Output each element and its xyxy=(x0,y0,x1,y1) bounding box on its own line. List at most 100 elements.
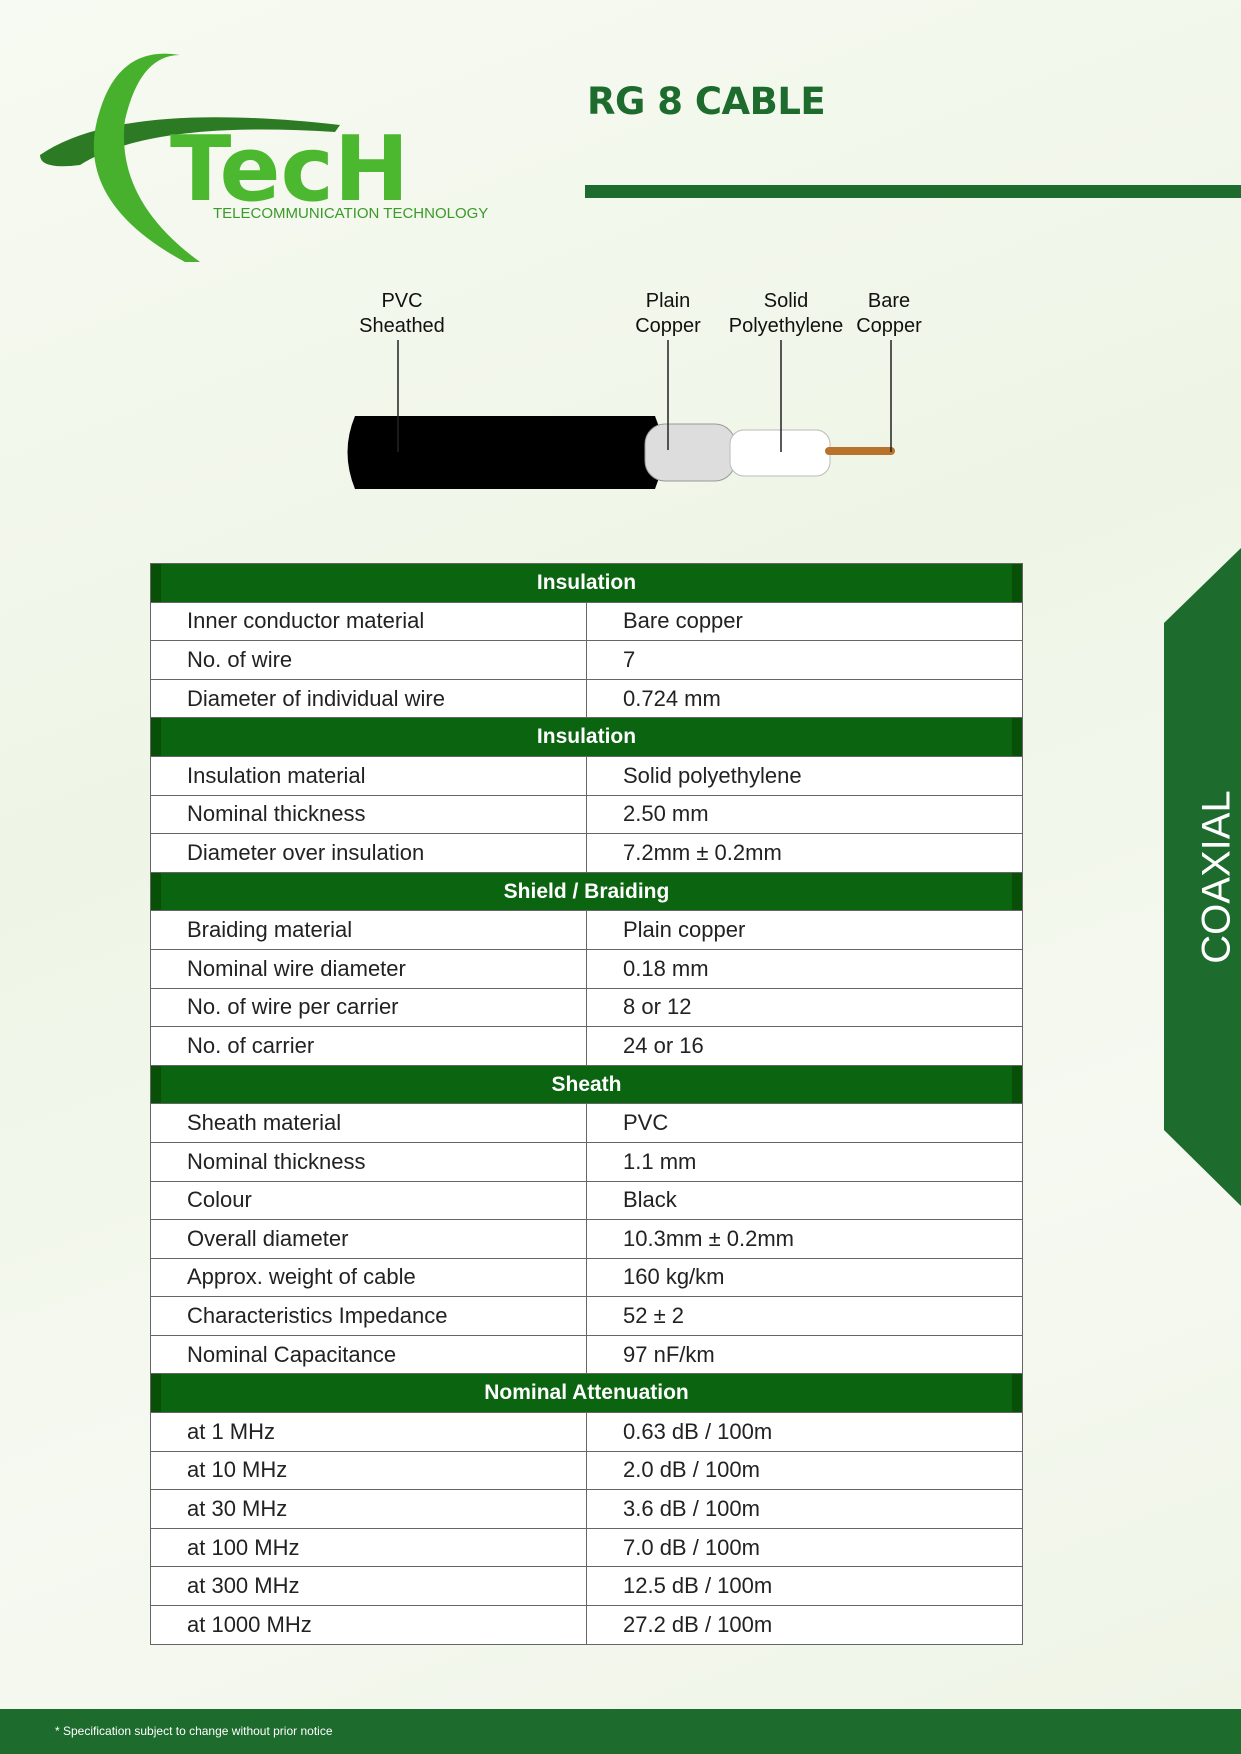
header-graphics: TecH TELECOMMUNICATION TECHNOLOGY PVC She… xyxy=(40,53,922,489)
section-title: Sheath xyxy=(150,1064,1023,1105)
spec-value: Black xyxy=(586,1180,1023,1221)
spec-name: Nominal thickness xyxy=(150,1141,587,1182)
spec-row: at 10 MHz 2.0 dB / 100m xyxy=(150,1450,1023,1491)
spec-value: 52 ± 2 xyxy=(586,1296,1023,1336)
spec-row: Approx. weight of cable 160 kg/km xyxy=(150,1257,1023,1298)
spec-row: Diameter of individual wire 0.724 mm xyxy=(150,678,1023,719)
diagram-label: Solid xyxy=(764,290,808,312)
spec-row: Sheath material PVC xyxy=(150,1103,1023,1143)
spec-name: Braiding material xyxy=(150,910,587,950)
spec-row: at 100 MHz 7.0 dB / 100m xyxy=(150,1527,1023,1568)
spec-value: 7.0 dB / 100m xyxy=(586,1527,1023,1568)
spec-name: Nominal Capacitance xyxy=(150,1334,587,1375)
spec-name: No. of wire per carrier xyxy=(150,987,587,1028)
spec-name: Overall diameter xyxy=(150,1219,587,1259)
spec-value: Solid polyethylene xyxy=(586,755,1023,796)
spec-value: Plain copper xyxy=(586,910,1023,950)
title: RG 8 CABLE xyxy=(587,80,826,123)
spec-value: 1.1 mm xyxy=(586,1141,1023,1182)
spec-name: at 100 MHz xyxy=(150,1527,587,1568)
spec-name: at 1000 MHz xyxy=(150,1605,587,1645)
spec-row: Inner conductor material Bare copper xyxy=(150,601,1023,642)
spec-value: 27.2 dB / 100m xyxy=(586,1605,1023,1645)
logo-wordmark: TecH xyxy=(170,117,409,222)
spec-value: Bare copper xyxy=(586,601,1023,642)
spec-value: 10.3mm ± 0.2mm xyxy=(586,1219,1023,1259)
spec-value: 7 xyxy=(586,640,1023,680)
cable xyxy=(347,416,895,489)
spec-row: No. of wire per carrier 8 or 12 xyxy=(150,987,1023,1028)
diagram-label: Bare xyxy=(868,290,910,312)
spec-row: No. of wire 7 xyxy=(150,640,1023,680)
diagram-label: Plain xyxy=(646,290,690,312)
footer: * Specification subject to change withou… xyxy=(0,1709,1241,1754)
spec-name: Nominal thickness xyxy=(150,794,587,835)
logo-tagline: TELECOMMUNICATION TECHNOLOGY xyxy=(213,205,488,222)
spec-value: 2.50 mm xyxy=(586,794,1023,835)
spec-value: 0.63 dB / 100m xyxy=(586,1412,1023,1452)
diagram-label: Sheathed xyxy=(359,315,445,337)
spec-name: Diameter over insulation xyxy=(150,833,587,873)
section-header: Insulation xyxy=(150,717,1023,757)
spec-row: Nominal Capacitance 97 nF/km xyxy=(150,1334,1023,1375)
spec-name: Nominal wire diameter xyxy=(150,948,587,989)
spec-name: Inner conductor material xyxy=(150,601,587,642)
spec-name: at 10 MHz xyxy=(150,1450,587,1491)
spec-row: Insulation material Solid polyethylene xyxy=(150,755,1023,796)
diagram-label: Copper xyxy=(856,315,922,337)
spec-row: No. of carrier 24 or 16 xyxy=(150,1026,1023,1066)
spec-row: Nominal wire diameter 0.18 mm xyxy=(150,948,1023,989)
leader-lines xyxy=(397,340,892,452)
spec-value: 160 kg/km xyxy=(586,1257,1023,1298)
spec-value: PVC xyxy=(586,1103,1023,1143)
spec-row: Overall diameter 10.3mm ± 0.2mm xyxy=(150,1219,1023,1259)
spec-name: Colour xyxy=(150,1180,587,1221)
spec-name: No. of carrier xyxy=(150,1026,587,1066)
footer-note: * Specification subject to change withou… xyxy=(55,1724,333,1738)
spec-value: 3.6 dB / 100m xyxy=(586,1489,1023,1529)
section-header: Insulation xyxy=(150,563,1023,603)
spec-value: 8 or 12 xyxy=(586,987,1023,1028)
spec-row: at 1000 MHz 27.2 dB / 100m xyxy=(150,1605,1023,1645)
title-bar xyxy=(585,185,1241,198)
spec-value: 2.0 dB / 100m xyxy=(586,1450,1023,1491)
section-title: Insulation xyxy=(150,717,1023,757)
section-header: Sheath xyxy=(150,1064,1023,1105)
spec-table: Insulation Inner conductor material Bare c… xyxy=(150,563,1023,1645)
diagram-label: PVC xyxy=(381,290,422,312)
spec-value: 12.5 dB / 100m xyxy=(586,1566,1023,1607)
spec-name: at 300 MHz xyxy=(150,1566,587,1607)
side-tab: COAXIAL xyxy=(1164,548,1241,1206)
spec-value: 24 or 16 xyxy=(586,1026,1023,1066)
spec-value: 0.724 mm xyxy=(586,678,1023,719)
section-title: Shield / Braiding xyxy=(150,871,1023,912)
spec-value: 97 nF/km xyxy=(586,1334,1023,1375)
spec-row: Colour Black xyxy=(150,1180,1023,1221)
spec-value: 7.2mm ± 0.2mm xyxy=(586,833,1023,873)
spec-row: Braiding material Plain copper xyxy=(150,910,1023,950)
section-title: Nominal Attenuation xyxy=(150,1373,1023,1414)
spec-row: Characteristics Impedance 52 ± 2 xyxy=(150,1296,1023,1336)
spec-row: Nominal thickness 1.1 mm xyxy=(150,1141,1023,1182)
section-title: Insulation xyxy=(150,563,1023,603)
spec-name: Diameter of individual wire xyxy=(150,678,587,719)
spec-row: Diameter over insulation 7.2mm ± 0.2mm xyxy=(150,833,1023,873)
spec-name: Insulation material xyxy=(150,755,587,796)
logo-arc xyxy=(93,53,200,262)
spec-name: Sheath material xyxy=(150,1103,587,1143)
spec-name: No. of wire xyxy=(150,640,587,680)
spec-row: at 30 MHz 3.6 dB / 100m xyxy=(150,1489,1023,1529)
side-tab-label: COAXIAL xyxy=(1195,790,1239,963)
spec-name: at 1 MHz xyxy=(150,1412,587,1452)
spec-name: Characteristics Impedance xyxy=(150,1296,587,1336)
section-header: Nominal Attenuation xyxy=(150,1373,1023,1414)
spec-row: at 300 MHz 12.5 dB / 100m xyxy=(150,1566,1023,1607)
section-header: Shield / Braiding xyxy=(150,871,1023,912)
spec-name: at 30 MHz xyxy=(150,1489,587,1529)
spec-name: Approx. weight of cable xyxy=(150,1257,587,1298)
spec-value: 0.18 mm xyxy=(586,948,1023,989)
diagram-label: Polyethylene xyxy=(729,315,844,337)
diagram-label: Copper xyxy=(635,315,701,337)
spec-row: Nominal thickness 2.50 mm xyxy=(150,794,1023,835)
